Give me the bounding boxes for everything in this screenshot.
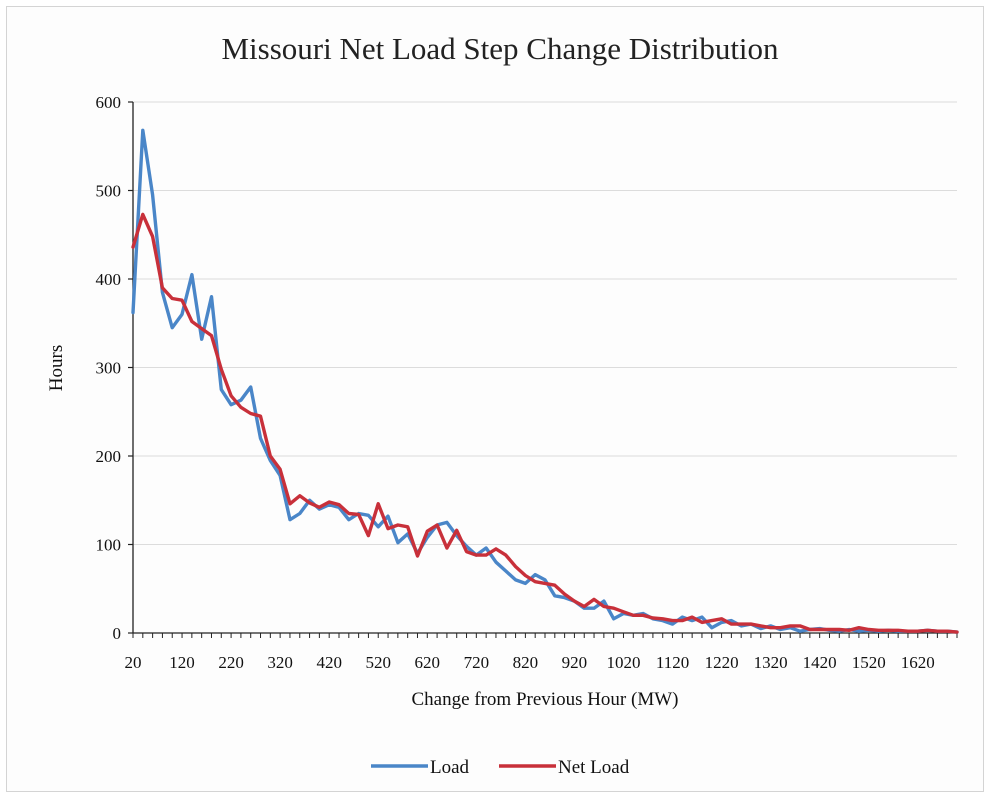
chart-frame	[6, 6, 984, 792]
x-tick-label: 420	[316, 653, 342, 672]
x-tick-label: 1620	[901, 653, 935, 672]
x-tick-label: 1520	[852, 653, 886, 672]
x-tick-labels: 20 120 220 320 420 520 620 720 820 920 1020 1120 122…	[125, 653, 935, 672]
y-tick-label: 100	[96, 536, 122, 555]
x-axis-title: Change from Previous Hour (MW)	[411, 689, 678, 710]
series-lines	[131, 128, 959, 634]
x-tick-label: 1420	[803, 653, 837, 672]
legend-label-net-load: Net Load	[558, 757, 630, 778]
gridlines	[133, 101, 957, 545]
x-tick-label: 120	[169, 653, 195, 672]
series-line-net-load	[131, 212, 959, 634]
y-tick-label: 600	[96, 93, 122, 112]
y-tick-label: 400	[96, 270, 122, 289]
x-tick-label: 720	[464, 653, 490, 672]
x-tick-label: 220	[218, 653, 244, 672]
x-tick-label: 20	[125, 653, 142, 672]
y-tick-label: 0	[113, 624, 122, 643]
x-tick-label: 920	[562, 653, 588, 672]
y-tick-label: 500	[96, 182, 122, 201]
x-tick-label: 1120	[656, 653, 689, 672]
y-tick-label: 200	[96, 447, 122, 466]
x-tick-label: 1320	[754, 653, 788, 672]
x-tick-label: 520	[365, 653, 391, 672]
chart-title: Missouri Net Load Step Change Distributi…	[221, 31, 779, 66]
legend-label-load: Load	[430, 757, 470, 778]
x-tick-label: 620	[415, 653, 441, 672]
y-axis-title: Hours	[46, 345, 67, 391]
x-tick-label: 1020	[606, 653, 640, 672]
y-tick-label: 300	[96, 359, 122, 378]
axes	[128, 101, 958, 638]
x-tick-label: 320	[267, 653, 293, 672]
x-tick-label: 820	[513, 653, 539, 672]
legend: Load Net Load	[371, 757, 630, 778]
series-line-load	[131, 128, 959, 634]
y-tick-labels: 0 100 200 300 400 500 600	[96, 93, 122, 643]
x-tick-label: 1220	[705, 653, 739, 672]
